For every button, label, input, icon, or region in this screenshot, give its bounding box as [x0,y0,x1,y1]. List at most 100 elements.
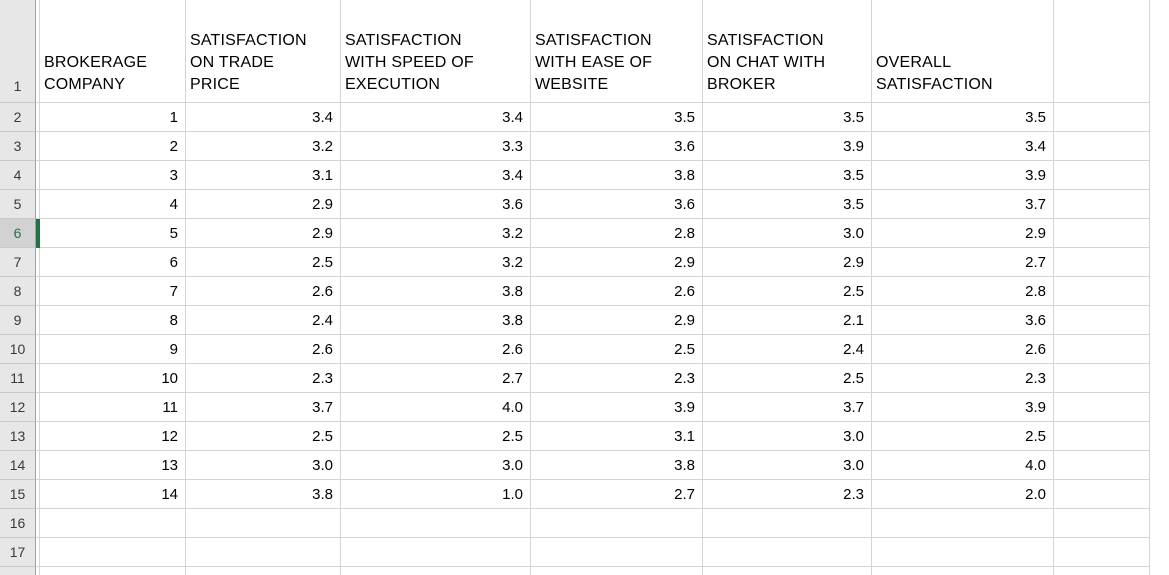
cell-B6[interactable]: 5 [40,219,186,248]
cell-E3[interactable]: 3.6 [531,132,703,161]
cell-D3[interactable]: 3.3 [341,132,531,161]
cell-H3[interactable] [1054,132,1150,161]
cell-F17[interactable] [703,538,872,567]
row-header-12[interactable]: 12 [0,393,36,422]
cell-B17[interactable] [40,538,186,567]
cell-F-partial[interactable] [703,567,872,575]
cell-F2[interactable]: 3.5 [703,103,872,132]
cell-C9[interactable]: 2.4 [186,306,341,335]
cell-D17[interactable] [341,538,531,567]
cell-G5[interactable]: 3.7 [872,190,1054,219]
cell-D9[interactable]: 3.8 [341,306,531,335]
cell-E10[interactable]: 2.5 [531,335,703,364]
cell-D-partial[interactable] [341,567,531,575]
cell-A-partial[interactable] [36,567,40,575]
cell-B14[interactable]: 13 [40,451,186,480]
cell-E9[interactable]: 2.9 [531,306,703,335]
cell-C4[interactable]: 3.1 [186,161,341,190]
cell-D11[interactable]: 2.7 [341,364,531,393]
cell-A5[interactable] [36,190,40,219]
cell-C2[interactable]: 3.4 [186,103,341,132]
column-header-brokerage-company[interactable]: BROKERAGE COMPANY [40,0,186,103]
cell-H-partial[interactable] [1054,567,1150,575]
cell-E13[interactable]: 3.1 [531,422,703,451]
cell-B15[interactable]: 14 [40,480,186,509]
column-header-satisfaction-on-trade-price[interactable]: SATISFACTION ON TRADE PRICE [186,0,341,103]
cell-E7[interactable]: 2.9 [531,248,703,277]
cell-A13[interactable] [36,422,40,451]
cell-A16[interactable] [36,509,40,538]
cell-D16[interactable] [341,509,531,538]
cell-A8[interactable] [36,277,40,306]
cell-E4[interactable]: 3.8 [531,161,703,190]
cell-E11[interactable]: 2.3 [531,364,703,393]
row-header-17[interactable]: 17 [0,538,36,567]
selected-cell-A6[interactable] [36,219,40,248]
cell-H15[interactable] [1054,480,1150,509]
cell-B9[interactable]: 8 [40,306,186,335]
cell-E2[interactable]: 3.5 [531,103,703,132]
cell-G-partial[interactable] [872,567,1054,575]
cell-D13[interactable]: 2.5 [341,422,531,451]
cell-G13[interactable]: 2.5 [872,422,1054,451]
column-header-satisfaction-with-speed-of-execution[interactable]: SATISFACTION WITH SPEED OF EXECUTION [341,0,531,103]
row-header-14[interactable]: 14 [0,451,36,480]
cell-H5[interactable] [1054,190,1150,219]
cell-F15[interactable]: 2.3 [703,480,872,509]
cell-E14[interactable]: 3.8 [531,451,703,480]
cell-B13[interactable]: 12 [40,422,186,451]
cell-E16[interactable] [531,509,703,538]
cell-G16[interactable] [872,509,1054,538]
cell-D4[interactable]: 3.4 [341,161,531,190]
cell-D6[interactable]: 3.2 [341,219,531,248]
cell-H16[interactable] [1054,509,1150,538]
cell-C8[interactable]: 2.6 [186,277,341,306]
cell-G11[interactable]: 2.3 [872,364,1054,393]
cell-G9[interactable]: 3.6 [872,306,1054,335]
cell-B11[interactable]: 10 [40,364,186,393]
cell-A2[interactable] [36,103,40,132]
cell-H6[interactable] [1054,219,1150,248]
cell-B3[interactable]: 2 [40,132,186,161]
cell-B5[interactable]: 4 [40,190,186,219]
cell-G17[interactable] [872,538,1054,567]
cell-D15[interactable]: 1.0 [341,480,531,509]
cell-G15[interactable]: 2.0 [872,480,1054,509]
cell-C16[interactable] [186,509,341,538]
row-header-15[interactable]: 15 [0,480,36,509]
row-header-1[interactable]: 1 [0,0,36,103]
cell-C7[interactable]: 2.5 [186,248,341,277]
row-header-11[interactable]: 11 [0,364,36,393]
cell-C17[interactable] [186,538,341,567]
cell-E12[interactable]: 3.9 [531,393,703,422]
cell-A15[interactable] [36,480,40,509]
cell-H13[interactable] [1054,422,1150,451]
cell-C14[interactable]: 3.0 [186,451,341,480]
row-header-16[interactable]: 16 [0,509,36,538]
column-header-overall-satisfaction[interactable]: OVERALL SATISFACTION [872,0,1054,103]
cell-F16[interactable] [703,509,872,538]
cell-A3[interactable] [36,132,40,161]
cell-F6[interactable]: 3.0 [703,219,872,248]
cell-G14[interactable]: 4.0 [872,451,1054,480]
cell-E17[interactable] [531,538,703,567]
cell-C15[interactable]: 3.8 [186,480,341,509]
row-header-13[interactable]: 13 [0,422,36,451]
cell-E6[interactable]: 2.8 [531,219,703,248]
cell-B-partial[interactable] [40,567,186,575]
cell-G7[interactable]: 2.7 [872,248,1054,277]
cell-A12[interactable] [36,393,40,422]
cell-F7[interactable]: 2.9 [703,248,872,277]
cell-H1[interactable] [1054,0,1150,103]
cell-C13[interactable]: 2.5 [186,422,341,451]
cell-B2[interactable]: 1 [40,103,186,132]
cell-G4[interactable]: 3.9 [872,161,1054,190]
cell-H9[interactable] [1054,306,1150,335]
cell-B8[interactable]: 7 [40,277,186,306]
cell-E15[interactable]: 2.7 [531,480,703,509]
cell-A7[interactable] [36,248,40,277]
cell-F14[interactable]: 3.0 [703,451,872,480]
row-header-10[interactable]: 10 [0,335,36,364]
cell-B4[interactable]: 3 [40,161,186,190]
cell-A4[interactable] [36,161,40,190]
